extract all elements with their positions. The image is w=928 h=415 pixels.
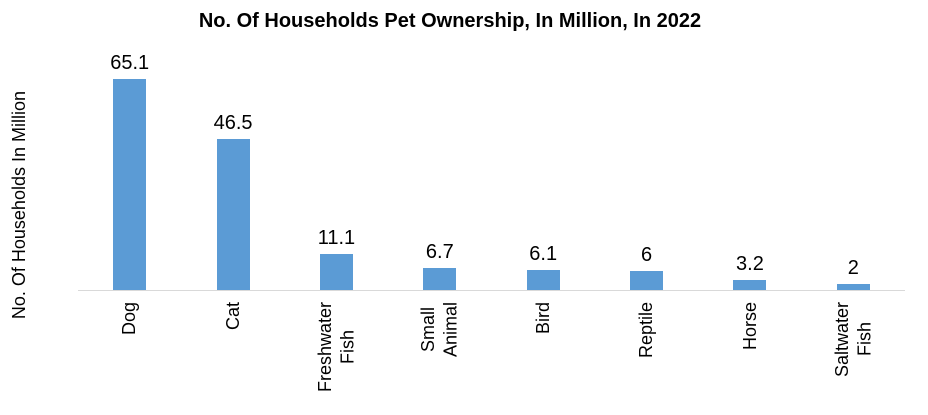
bar-bird: [526, 270, 560, 290]
x-axis-tick-label-text: Freshwater Fish: [314, 302, 358, 393]
bar-dog: [113, 79, 147, 290]
bar-value-label: 6.1: [529, 243, 558, 265]
x-axis-line: [78, 290, 905, 291]
bar-value-label: 46.5: [213, 112, 253, 134]
bar-value-label: 65.1: [110, 52, 150, 74]
x-axis-tick-label: Saltwater Fish: [802, 302, 905, 414]
bar-value-label: 3.2: [736, 253, 764, 275]
x-axis-tick-label-text: Saltwater Fish: [831, 302, 875, 378]
bar-cat: [216, 139, 250, 290]
bar-value-label: 11.1: [317, 227, 356, 249]
x-axis-tick-label-text: Cat: [222, 302, 243, 331]
y-axis-title-text: No. Of Households In Million: [8, 90, 29, 320]
chart-title: No. Of Households Pet Ownership, In Mill…: [198, 10, 702, 32]
x-axis-tick-label-text: Horse: [739, 302, 760, 351]
bar-value-label: 6: [641, 244, 653, 266]
bar-value-label: 2: [847, 257, 859, 279]
x-axis-tick-label: Dog: [78, 302, 181, 414]
x-axis-tick-label: Cat: [181, 302, 284, 414]
bar-value-label: 6.7: [425, 241, 454, 263]
bar-small-animal: [423, 268, 457, 290]
x-axis-tick-label: Reptile: [595, 302, 698, 414]
x-axis-tick-label-text: Reptile: [636, 302, 657, 359]
x-axis-tick-label-text: Bird: [532, 302, 553, 335]
bar-saltwater-fish: [836, 284, 870, 290]
bar-freshwater-fish: [319, 254, 353, 290]
x-axis-tick-label: Bird: [492, 302, 595, 414]
x-axis-tick-label-text: Small Animal: [418, 302, 461, 358]
y-axis-title: No. Of Households In Million: [4, 65, 34, 345]
x-axis-tick-label: Freshwater Fish: [285, 302, 388, 414]
x-axis-tick-label-text: Dog: [119, 302, 140, 336]
x-axis-tick-label: Horse: [698, 302, 801, 414]
x-axis-tick-label: Small Animal: [388, 302, 491, 414]
bar-horse: [733, 280, 767, 290]
bar-reptile: [630, 271, 664, 290]
